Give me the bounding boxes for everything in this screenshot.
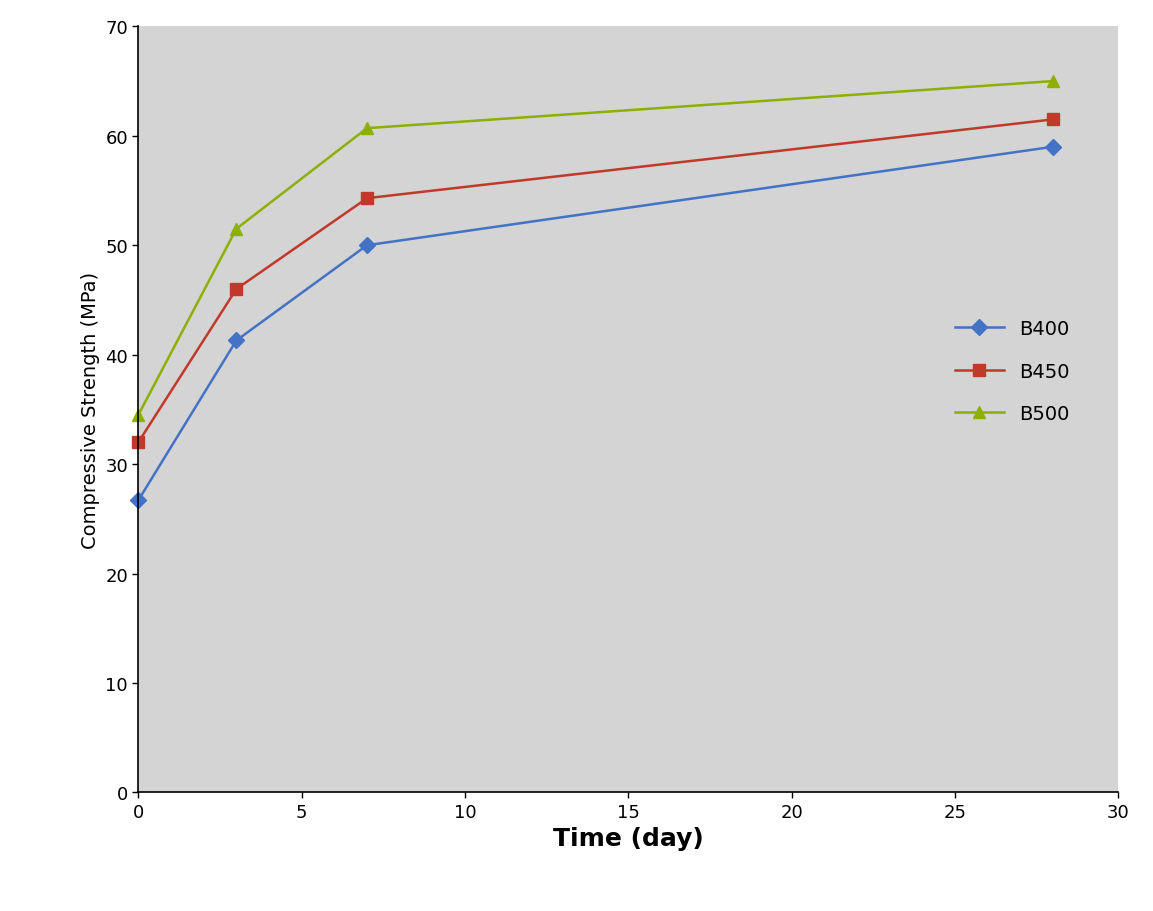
X-axis label: Time (day): Time (day) [553, 826, 703, 851]
Line: B400: B400 [133, 142, 1058, 507]
B450 [229, 284, 243, 295]
B400 [131, 496, 145, 507]
B450 [131, 437, 145, 448]
Line: B450: B450 [133, 115, 1058, 448]
B400 [1046, 142, 1060, 153]
B450 [360, 193, 374, 204]
B450 [1046, 115, 1060, 126]
B400 [360, 241, 374, 251]
Line: B500: B500 [133, 76, 1060, 422]
Y-axis label: Compressive Strength (MPa): Compressive Strength (MPa) [81, 271, 99, 548]
B500 [360, 124, 374, 135]
Legend: B400, B450, B500: B400, B450, B500 [935, 301, 1090, 443]
B400 [229, 335, 243, 346]
B500 [229, 224, 243, 235]
B500 [131, 410, 145, 421]
B500 [1046, 77, 1060, 87]
